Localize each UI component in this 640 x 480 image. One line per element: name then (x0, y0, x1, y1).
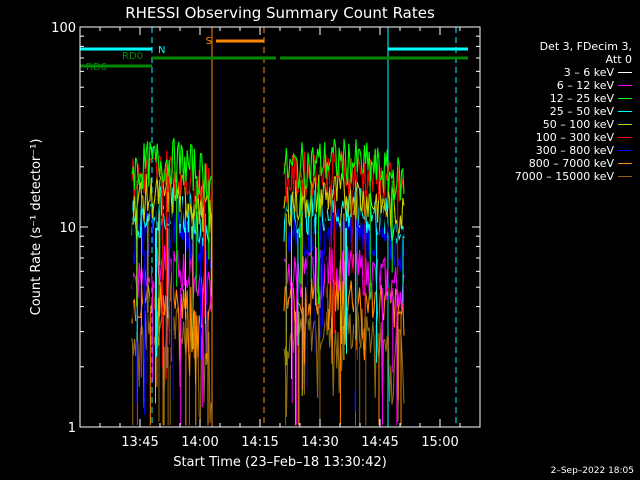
legend-label: 12 – 25 keV (549, 92, 614, 105)
legend-label: 300 – 800 keV (535, 144, 614, 157)
y-tick-label: 1 (68, 421, 76, 436)
flag-label: RD6 (86, 62, 107, 73)
legend-swatch (618, 72, 632, 73)
legend-entry: 100 – 300 keV (486, 131, 632, 144)
flag-label: RD0 (122, 51, 143, 62)
legend-entry: 12 – 25 keV (486, 92, 632, 105)
legend-entry: 7000 – 15000 keV (486, 170, 632, 183)
y-tick-label: 100 (51, 21, 76, 36)
legend-label: 800 – 7000 keV (528, 157, 614, 170)
legend-entry: 6 – 12 keV (486, 79, 632, 92)
series-trace (131, 150, 212, 208)
legend-header-line-1: Det 3, FDecim 3, (539, 40, 632, 53)
flag-label: S (206, 36, 212, 47)
legend-swatch (618, 176, 632, 177)
legend-swatch (618, 124, 632, 125)
series-trace (131, 245, 212, 312)
x-tick-label: 15:00 (421, 435, 458, 450)
legend-entry: 800 – 7000 keV (486, 157, 632, 170)
x-tick-label: 14:15 (241, 435, 278, 450)
x-tick-label: 14:30 (301, 435, 338, 450)
series-trace (283, 170, 405, 234)
legend-swatch (618, 111, 632, 112)
series-trace (131, 138, 212, 200)
legend-entry: 3 – 6 keV (486, 66, 632, 79)
legend-label: 7000 – 15000 keV (514, 170, 614, 183)
x-tick-label: 14:00 (181, 435, 218, 450)
x-tick-label: 13:45 (121, 435, 158, 450)
legend-entry: 50 – 100 keV (486, 118, 632, 131)
series-5 (131, 147, 405, 380)
chart-title: RHESSI Observing Summary Count Rates (125, 4, 435, 22)
legend-label: 3 – 6 keV (563, 66, 614, 79)
timestamp: 2–Sep–2022 18:05 (550, 466, 634, 476)
legend-label: 25 – 50 keV (549, 105, 614, 118)
legend-swatch (618, 137, 632, 138)
legend: Det 3, FDecim 3, Att 0 3 – 6 keV 6 – 12 k… (486, 40, 632, 183)
x-axis-label: Start Time (23–Feb–18 13:30:42) (173, 455, 387, 470)
legend-swatch (618, 163, 632, 164)
x-tick-label: 14:45 (361, 435, 398, 450)
legend-header-line-2: Att 0 (605, 53, 632, 66)
legend-label: 50 – 100 keV (542, 118, 614, 131)
y-tick-label: 10 (59, 221, 76, 236)
data-layer (131, 138, 405, 426)
legend-swatch (618, 85, 632, 86)
legend-swatch (618, 98, 632, 99)
series-trace (283, 138, 405, 201)
series-2 (131, 138, 405, 342)
legend-swatch (618, 150, 632, 151)
series-trace (283, 147, 405, 203)
axis-layer: 13:45 14:00 14:15 14:30 14:45 15:00 1 10 100 (51, 21, 481, 450)
legend-label: 6 – 12 keV (556, 79, 614, 92)
legend-entries: 3 – 6 keV 6 – 12 keV 12 – 25 keV 25 – 50 ke… (486, 66, 632, 183)
legend-entry: 25 – 50 keV (486, 105, 632, 118)
annotation-layer: N S RD0 RD6 (80, 27, 468, 427)
legend-label: 100 – 300 keV (535, 131, 614, 144)
legend-entry: 300 – 800 keV (486, 144, 632, 157)
flag-label: N (158, 45, 165, 56)
y-axis-label: Count Rate (s⁻¹ detector⁻¹) (29, 139, 44, 316)
